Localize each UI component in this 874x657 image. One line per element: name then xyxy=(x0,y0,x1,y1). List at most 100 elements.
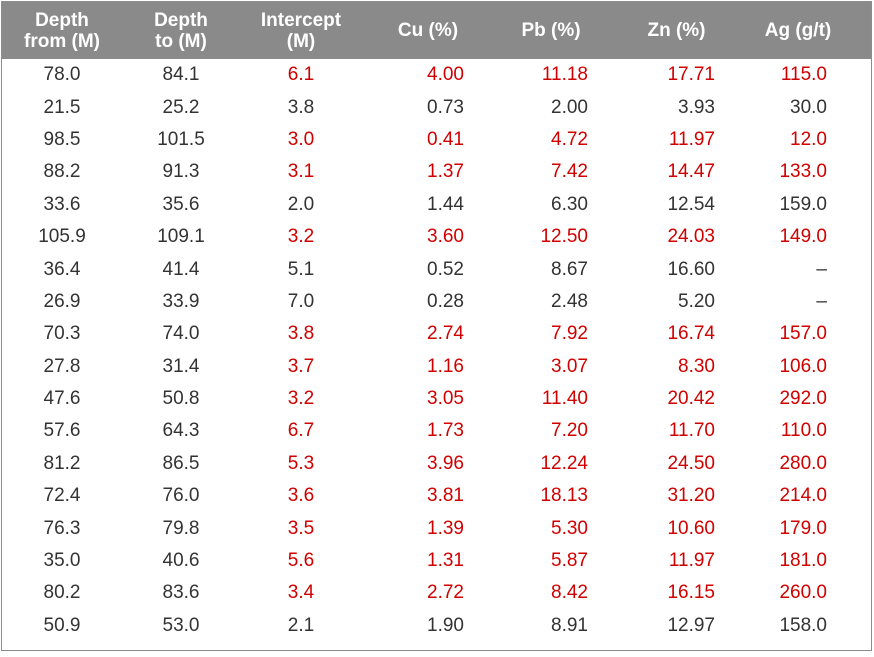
cell-cu: 2.74 xyxy=(427,323,464,345)
cell-depth-from: 57.6 xyxy=(43,420,81,442)
table-row: 70.3 74.0 3.8 2.74 7.92 16.74 157.0 xyxy=(2,318,871,351)
cell-depth-to: 31.4 xyxy=(162,355,200,377)
cell-cu: 1.16 xyxy=(427,355,464,377)
table-row: 26.9 33.9 7.0 0.28 2.48 5.20 – xyxy=(2,285,871,319)
table-header-row: Depth from (M) Depth to (M) Intercept (M… xyxy=(2,2,871,59)
cell-intercept: 3.8 xyxy=(287,96,315,118)
cell-cu: 3.81 xyxy=(427,485,464,507)
header-depth-to: Depth to (M) xyxy=(154,9,208,52)
cell-depth-from: 36.4 xyxy=(43,258,81,280)
cell-depth-to: 74.0 xyxy=(162,323,200,345)
cell-depth-from: 98.5 xyxy=(43,128,81,150)
table-row: 72.4 76.0 3.6 3.81 18.13 31.20 214.0 xyxy=(2,480,871,513)
cell-pb: 3.07 xyxy=(551,355,588,377)
cell-depth-to: 25.2 xyxy=(162,96,200,118)
cell-ag: 106.0 xyxy=(779,355,827,377)
cell-depth-to: 40.6 xyxy=(162,550,200,572)
cell-cu: 0.52 xyxy=(427,258,464,280)
cell-intercept: 5.6 xyxy=(287,550,315,572)
cell-zn: 5.20 xyxy=(678,290,715,312)
cell-intercept: 3.6 xyxy=(287,485,315,507)
cell-zn: 17.71 xyxy=(667,64,715,86)
cell-depth-to: 76.0 xyxy=(162,485,200,507)
cell-cu: 1.73 xyxy=(427,420,464,442)
cell-ag: 159.0 xyxy=(779,193,827,215)
cell-depth-to: 53.0 xyxy=(162,614,200,636)
cell-pb: 12.24 xyxy=(540,452,588,474)
cell-depth-from: 76.3 xyxy=(43,517,81,539)
cell-zn: 12.97 xyxy=(667,614,715,636)
cell-intercept: 2.0 xyxy=(287,193,315,215)
cell-depth-to: 35.6 xyxy=(162,193,200,215)
cell-zn: 10.60 xyxy=(667,517,715,539)
cell-depth-from: 72.4 xyxy=(43,485,81,507)
cell-depth-to: 109.1 xyxy=(157,226,205,248)
cell-depth-from: 26.9 xyxy=(43,290,81,312)
table-row: 27.8 31.4 3.7 1.16 3.07 8.30 106.0 xyxy=(2,350,871,383)
header-zn: Zn (%) xyxy=(647,20,706,41)
cell-ag: 12.0 xyxy=(790,128,827,150)
cell-zn: 11.70 xyxy=(668,420,715,442)
table-row: 98.5 101.5 3.0 0.41 4.72 11.97 12.0 xyxy=(2,123,871,157)
cell-ag: 157.0 xyxy=(779,323,827,345)
cell-cu: 3.05 xyxy=(427,388,464,410)
cell-depth-to: 50.8 xyxy=(162,388,200,410)
cell-zn: 16.15 xyxy=(667,582,715,604)
cell-cu: 4.00 xyxy=(427,64,464,86)
cell-ag: 260.0 xyxy=(779,582,827,604)
table-row: 105.9 109.1 3.2 3.60 12.50 24.03 149.0 xyxy=(2,220,871,254)
cell-pb: 7.42 xyxy=(551,161,588,183)
cell-depth-to: 79.8 xyxy=(162,517,200,539)
table-row: 78.0 84.1 6.1 4.00 11.18 17.71 115.0 xyxy=(2,59,871,92)
cell-ag: 30.0 xyxy=(790,96,827,118)
cell-depth-to: 33.9 xyxy=(162,290,200,312)
table-row: 57.6 64.3 6.7 1.73 7.20 11.70 110.0 xyxy=(2,415,871,448)
cell-depth-from: 88.2 xyxy=(43,161,81,183)
cell-depth-from: 80.2 xyxy=(43,582,81,604)
cell-cu: 1.39 xyxy=(427,517,464,539)
cell-zn: 16.60 xyxy=(667,258,715,280)
cell-pb: 11.18 xyxy=(541,64,588,86)
cell-cu: 0.73 xyxy=(427,96,464,118)
cell-pb: 2.00 xyxy=(551,96,588,118)
cell-depth-to: 86.5 xyxy=(162,452,200,474)
cell-depth-from: 78.0 xyxy=(43,64,81,86)
cell-intercept: 3.2 xyxy=(287,226,315,248)
table-row: 76.3 79.8 3.5 1.39 5.30 10.60 179.0 xyxy=(2,512,871,545)
cell-intercept: 3.4 xyxy=(287,582,315,604)
cell-zn: 8.30 xyxy=(678,355,715,377)
cell-pb: 6.30 xyxy=(551,193,588,215)
cell-ag: – xyxy=(816,290,827,312)
cell-intercept: 2.1 xyxy=(287,614,315,636)
cell-depth-from: 50.9 xyxy=(43,614,81,636)
cell-cu: 3.60 xyxy=(427,226,464,248)
cell-zn: 24.50 xyxy=(667,452,715,474)
cell-depth-to: 83.6 xyxy=(162,582,200,604)
cell-ag: 179.0 xyxy=(779,517,827,539)
cell-intercept: 7.0 xyxy=(287,290,315,312)
cell-depth-to: 41.4 xyxy=(162,258,200,280)
cell-zn: 3.93 xyxy=(678,96,715,118)
header-cu: Cu (%) xyxy=(397,20,459,41)
table-row: 80.2 83.6 3.4 2.72 8.42 16.15 260.0 xyxy=(2,577,871,610)
cell-intercept: 3.2 xyxy=(287,388,315,410)
cell-cu: 1.90 xyxy=(427,614,464,636)
cell-zn: 12.54 xyxy=(667,193,715,215)
table-row: 33.6 35.6 2.0 1.44 6.30 12.54 159.0 xyxy=(2,188,871,221)
table-row: 50.9 53.0 2.1 1.90 8.91 12.97 158.0 xyxy=(2,609,871,643)
cell-intercept: 3.0 xyxy=(287,128,315,150)
cell-ag: 158.0 xyxy=(779,614,827,636)
table-row: 47.6 50.8 3.2 3.05 11.40 20.42 292.0 xyxy=(2,382,871,416)
cell-pb: 12.50 xyxy=(540,226,588,248)
cell-zn: 20.42 xyxy=(667,388,715,410)
cell-depth-from: 70.3 xyxy=(43,323,81,345)
cell-ag: 133.0 xyxy=(779,161,827,183)
cell-pb: 5.87 xyxy=(551,550,588,572)
cell-intercept: 5.1 xyxy=(287,258,315,280)
cell-ag: 149.0 xyxy=(779,226,827,248)
cell-intercept: 3.5 xyxy=(287,517,315,539)
table-body: 78.0 84.1 6.1 4.00 11.18 17.71 115.0 21.5 25.2 3.… xyxy=(2,59,871,643)
cell-zn: 14.47 xyxy=(667,161,715,183)
cell-cu: 0.41 xyxy=(427,128,464,150)
